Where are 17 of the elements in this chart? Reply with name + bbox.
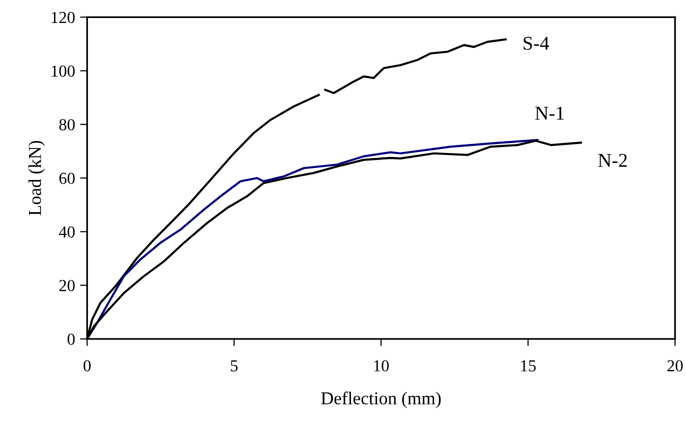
x-tick-label: 0 [84,360,91,372]
series-label: N-1 [535,106,564,120]
y-tick-label: 60 [59,172,75,184]
y-tick-label: 120 [52,12,75,24]
series-label: S-4 [524,36,550,50]
x-tick-label: 15 [521,360,536,372]
y-axis-title: Load (kN) [28,140,45,216]
x-axis-title: Deflection (mm) [321,392,441,408]
y-tick-label: 100 [52,65,75,77]
y-tick-label: 80 [59,119,75,130]
x-tick-label: 20 [667,360,683,372]
y-tick-label: 0 [68,334,75,345]
y-tick-label: 20 [59,280,75,292]
series-label: N-2 [598,154,627,167]
x-tick-label: 5 [230,360,238,372]
y-tick-label: 40 [58,226,75,238]
x-tick-label: 10 [374,360,389,372]
